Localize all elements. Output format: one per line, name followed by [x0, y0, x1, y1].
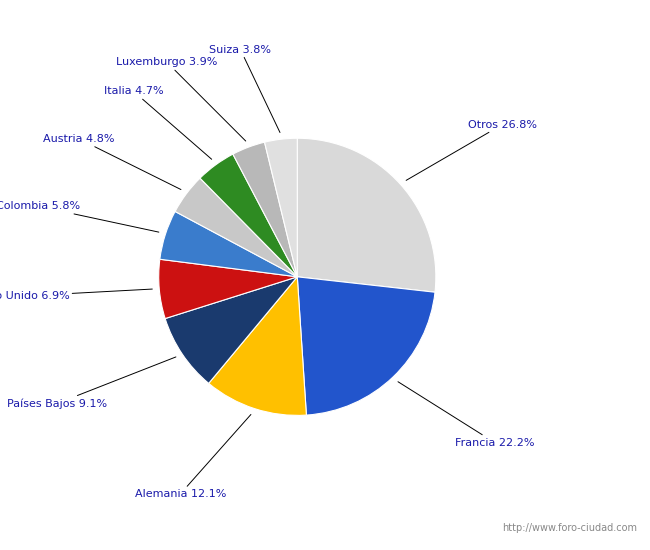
Text: Austria 4.8%: Austria 4.8%	[44, 134, 181, 190]
Wedge shape	[233, 142, 297, 277]
Wedge shape	[209, 277, 306, 415]
Wedge shape	[159, 259, 297, 318]
Text: Países Bajos 9.1%: Países Bajos 9.1%	[7, 357, 176, 409]
Wedge shape	[297, 138, 436, 292]
Text: Otros 26.8%: Otros 26.8%	[406, 119, 537, 180]
Wedge shape	[297, 277, 435, 415]
Wedge shape	[200, 154, 297, 277]
Text: Francia 22.2%: Francia 22.2%	[398, 382, 534, 448]
Wedge shape	[165, 277, 297, 383]
Wedge shape	[175, 178, 297, 277]
Text: Catarroja - Turistas extranjeros según país - Abril de 2024: Catarroja - Turistas extranjeros según p…	[86, 12, 564, 30]
Text: Italia 4.7%: Italia 4.7%	[104, 86, 212, 160]
Text: Colombia 5.8%: Colombia 5.8%	[0, 201, 159, 232]
Text: Luxemburgo 3.9%: Luxemburgo 3.9%	[116, 57, 246, 141]
Text: Alemania 12.1%: Alemania 12.1%	[135, 415, 251, 499]
Text: http://www.foro-ciudad.com: http://www.foro-ciudad.com	[502, 523, 637, 533]
Wedge shape	[265, 138, 297, 277]
Wedge shape	[160, 211, 297, 277]
Text: Suiza 3.8%: Suiza 3.8%	[209, 45, 280, 133]
Text: Reino Unido 6.9%: Reino Unido 6.9%	[0, 289, 152, 301]
